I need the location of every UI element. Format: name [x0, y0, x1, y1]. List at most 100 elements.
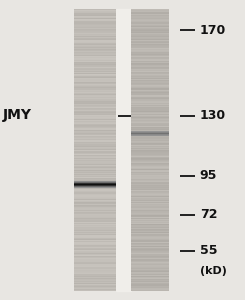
- Bar: [74, 73, 116, 74]
- Bar: [131, 17, 169, 18]
- Bar: [74, 262, 116, 263]
- Bar: [74, 99, 116, 100]
- Bar: [131, 238, 169, 239]
- Bar: [131, 158, 169, 159]
- Bar: [131, 250, 169, 251]
- Bar: [131, 77, 169, 78]
- Bar: [74, 215, 116, 217]
- Bar: [74, 47, 116, 48]
- Bar: [74, 74, 116, 75]
- Bar: [131, 271, 169, 272]
- Bar: [131, 26, 169, 27]
- Bar: [74, 268, 116, 269]
- Bar: [74, 27, 116, 28]
- Bar: [74, 98, 116, 99]
- Bar: [131, 147, 169, 148]
- Bar: [74, 66, 116, 67]
- Bar: [74, 202, 116, 203]
- Bar: [131, 166, 169, 167]
- Bar: [74, 33, 116, 34]
- Bar: [131, 234, 169, 236]
- Bar: [131, 125, 169, 126]
- Bar: [74, 246, 116, 247]
- Bar: [131, 208, 169, 209]
- Bar: [131, 37, 169, 38]
- Bar: [131, 133, 169, 134]
- Bar: [131, 246, 169, 247]
- Bar: [131, 122, 169, 123]
- Bar: [131, 244, 169, 245]
- Bar: [131, 85, 169, 86]
- Bar: [131, 53, 169, 54]
- Bar: [131, 13, 169, 14]
- Bar: [131, 106, 169, 107]
- Bar: [131, 103, 169, 104]
- Bar: [131, 140, 169, 141]
- Bar: [74, 284, 116, 285]
- Bar: [131, 86, 169, 87]
- Bar: [131, 47, 169, 48]
- Bar: [131, 14, 169, 15]
- Bar: [131, 27, 169, 28]
- Bar: [74, 270, 116, 271]
- Bar: [74, 236, 116, 237]
- Bar: [74, 148, 116, 149]
- Bar: [131, 108, 169, 109]
- Bar: [131, 186, 169, 187]
- Bar: [131, 118, 169, 119]
- Bar: [74, 222, 116, 223]
- Bar: [74, 53, 116, 54]
- Bar: [74, 158, 116, 159]
- Bar: [131, 202, 169, 203]
- Bar: [74, 251, 116, 252]
- Bar: [131, 274, 169, 275]
- Bar: [131, 251, 169, 252]
- Bar: [131, 49, 169, 50]
- Bar: [131, 21, 169, 22]
- Bar: [74, 123, 116, 124]
- Bar: [74, 230, 116, 231]
- Bar: [131, 185, 169, 186]
- Bar: [74, 70, 116, 71]
- Bar: [131, 258, 169, 259]
- Bar: [74, 225, 116, 226]
- Bar: [74, 12, 116, 13]
- Bar: [74, 226, 116, 227]
- Bar: [74, 264, 116, 265]
- Bar: [131, 259, 169, 260]
- Bar: [131, 275, 169, 276]
- Bar: [131, 190, 169, 191]
- Bar: [74, 153, 116, 154]
- Bar: [131, 249, 169, 250]
- Bar: [74, 133, 116, 134]
- Bar: [74, 43, 116, 44]
- Bar: [131, 247, 169, 248]
- Bar: [74, 64, 116, 66]
- Bar: [131, 226, 169, 227]
- Text: 55: 55: [200, 244, 217, 257]
- Bar: [131, 109, 169, 110]
- Bar: [74, 18, 116, 20]
- Bar: [131, 128, 169, 129]
- Bar: [74, 211, 116, 212]
- Bar: [131, 131, 169, 132]
- Bar: [74, 203, 116, 204]
- Bar: [131, 63, 169, 64]
- Bar: [131, 115, 169, 116]
- Bar: [74, 173, 116, 174]
- Bar: [131, 20, 169, 21]
- Bar: [131, 143, 169, 144]
- Bar: [74, 126, 116, 127]
- Bar: [131, 195, 169, 196]
- Bar: [131, 83, 169, 85]
- Bar: [74, 96, 116, 97]
- Bar: [74, 13, 116, 14]
- Bar: [74, 169, 116, 170]
- Bar: [131, 75, 169, 76]
- Bar: [131, 266, 169, 267]
- Bar: [74, 242, 116, 243]
- Bar: [74, 25, 116, 26]
- Bar: [131, 179, 169, 180]
- Bar: [74, 112, 116, 113]
- Bar: [131, 210, 169, 211]
